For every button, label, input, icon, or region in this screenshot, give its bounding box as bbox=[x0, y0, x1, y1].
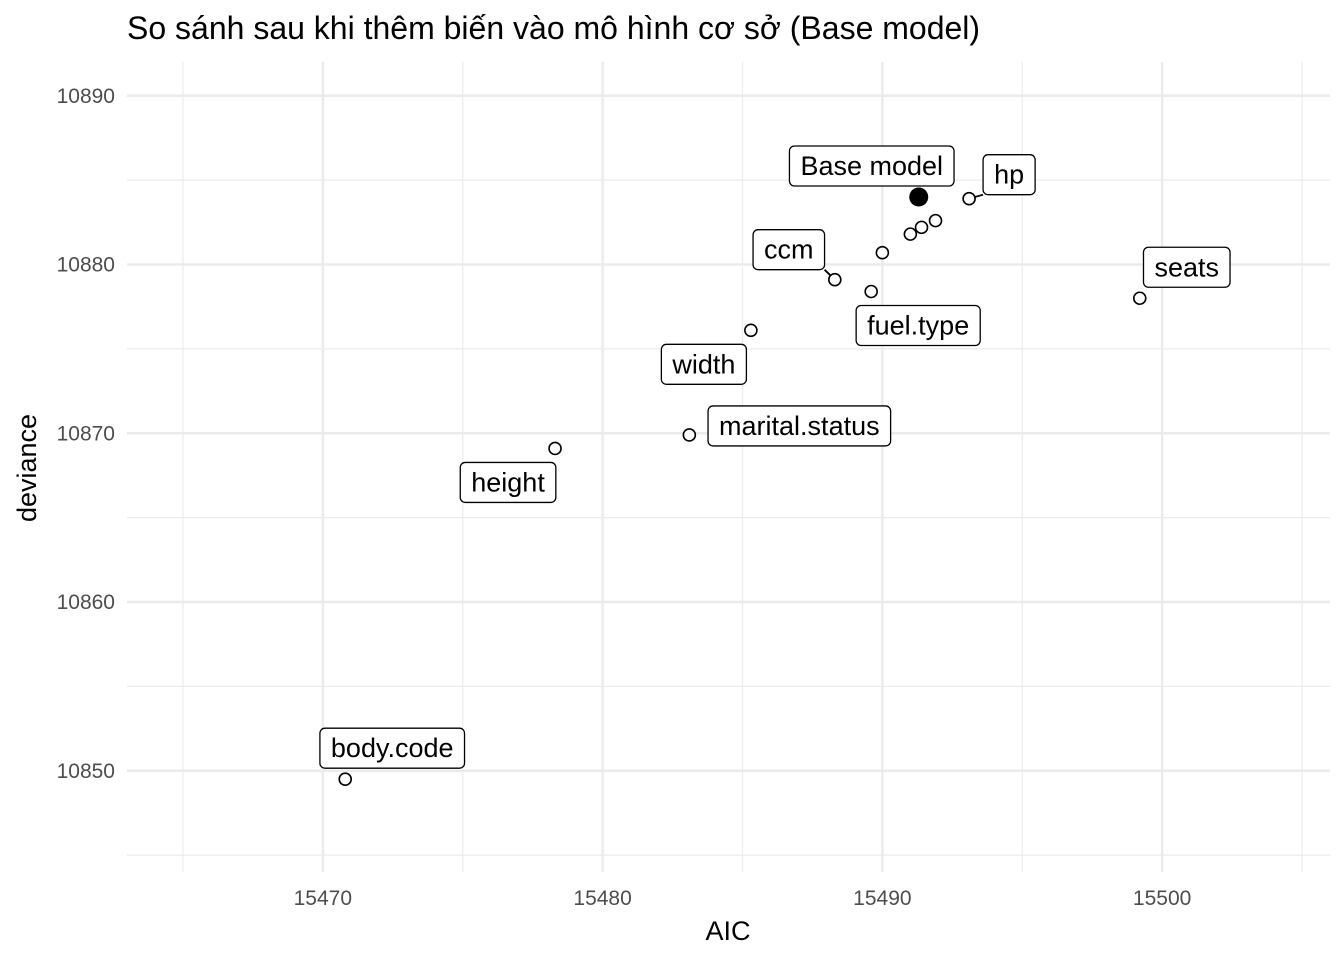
point-label-group: height bbox=[459, 461, 557, 504]
data-point bbox=[338, 772, 353, 786]
data-point bbox=[682, 428, 697, 442]
label-box bbox=[982, 154, 1036, 196]
point-label-group: ccm bbox=[752, 229, 826, 271]
data-point bbox=[1132, 291, 1147, 306]
data-point bbox=[548, 441, 562, 456]
point-label-group: width bbox=[660, 343, 748, 385]
point-label: body.code bbox=[331, 733, 454, 763]
label-box bbox=[319, 727, 466, 769]
label-box bbox=[660, 343, 748, 385]
label-box bbox=[707, 405, 892, 447]
point-label: seats bbox=[1154, 252, 1219, 282]
base-model-point bbox=[909, 187, 929, 207]
point-label: width bbox=[671, 349, 735, 379]
point-label-group: body.code bbox=[319, 727, 466, 769]
point-label-group: hp bbox=[982, 154, 1036, 196]
data-point bbox=[744, 323, 758, 338]
point-label: fuel.type bbox=[867, 311, 969, 341]
y-tick-label: 10890 bbox=[57, 85, 115, 108]
label-box bbox=[459, 461, 557, 504]
axis-ticks: 15470 15480 15490 15500 10850 10860 10870 10880… bbox=[57, 85, 1192, 910]
data-point bbox=[914, 220, 929, 235]
data-point bbox=[928, 213, 943, 228]
grid bbox=[127, 62, 1330, 872]
data-point bbox=[864, 284, 878, 299]
point-label: height bbox=[471, 467, 545, 497]
point-labels: Base model hp ccm seats fuel.type width marita… bbox=[319, 145, 1231, 769]
data-point bbox=[875, 245, 890, 260]
point-label-group: fuel.type bbox=[855, 304, 981, 347]
data-point bbox=[962, 191, 976, 206]
label-box bbox=[1142, 246, 1231, 288]
point-label-group: seats bbox=[1142, 246, 1231, 288]
x-tick-label: 15490 bbox=[853, 887, 911, 910]
data-point bbox=[828, 272, 842, 287]
y-axis-title: deviance bbox=[12, 414, 42, 522]
point-label: ccm bbox=[764, 235, 814, 265]
x-tick-label: 15470 bbox=[294, 887, 352, 910]
data-points bbox=[338, 187, 1147, 786]
point-label: hp bbox=[994, 160, 1024, 190]
x-axis-title: AIC bbox=[705, 916, 750, 946]
point-label-group: Base model bbox=[788, 145, 955, 187]
label-box bbox=[788, 145, 955, 187]
y-tick-label: 10860 bbox=[57, 591, 115, 614]
label-leaders bbox=[823, 193, 984, 281]
y-tick-label: 10850 bbox=[57, 760, 115, 783]
data-point bbox=[903, 227, 918, 241]
point-label-group: marital.status bbox=[707, 405, 892, 447]
point-label: marital.status bbox=[719, 411, 880, 441]
chart-title: So sánh sau khi thêm biến vào mô hình cơ… bbox=[127, 10, 980, 46]
y-tick-label: 10880 bbox=[57, 254, 115, 277]
x-tick-label: 15500 bbox=[1133, 887, 1191, 910]
label-box bbox=[855, 304, 981, 347]
x-tick-label: 15480 bbox=[573, 887, 631, 910]
point-label: Base model bbox=[800, 151, 943, 181]
label-box bbox=[752, 229, 826, 271]
y-tick-label: 10870 bbox=[57, 422, 115, 445]
